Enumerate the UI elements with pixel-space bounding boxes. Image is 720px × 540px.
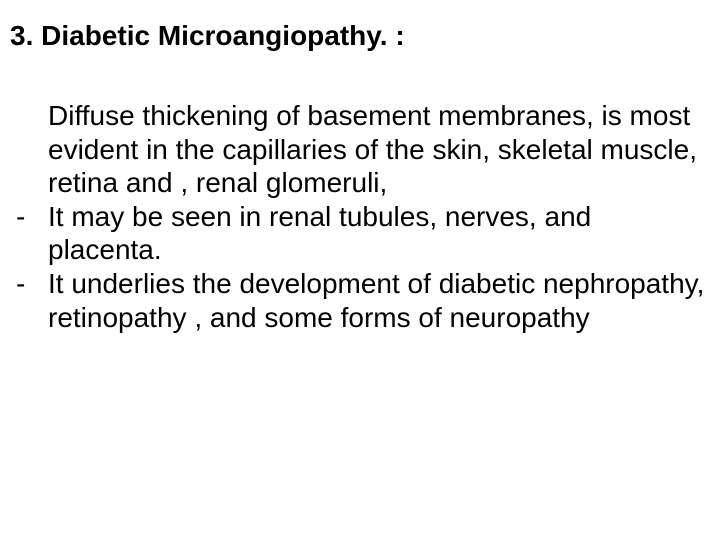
- slide-body: Diffuse thickening of basement membranes…: [10, 99, 710, 334]
- slide-title: 3. Diabetic Microangiopathy. :: [10, 18, 710, 53]
- body-paragraph: Diffuse thickening of basement membranes…: [16, 99, 710, 200]
- bullet-text: It may be seen in renal tubules, nerves,…: [48, 200, 710, 267]
- bullet-dash-icon: -: [16, 200, 48, 234]
- bullet-item: - It underlies the development of diabet…: [16, 267, 710, 334]
- slide: 3. Diabetic Microangiopathy. : Diffuse t…: [0, 0, 720, 540]
- bullet-text: It underlies the development of diabetic…: [48, 267, 710, 334]
- bullet-dash-icon: -: [16, 267, 48, 301]
- bullet-item: - It may be seen in renal tubules, nerve…: [16, 200, 710, 267]
